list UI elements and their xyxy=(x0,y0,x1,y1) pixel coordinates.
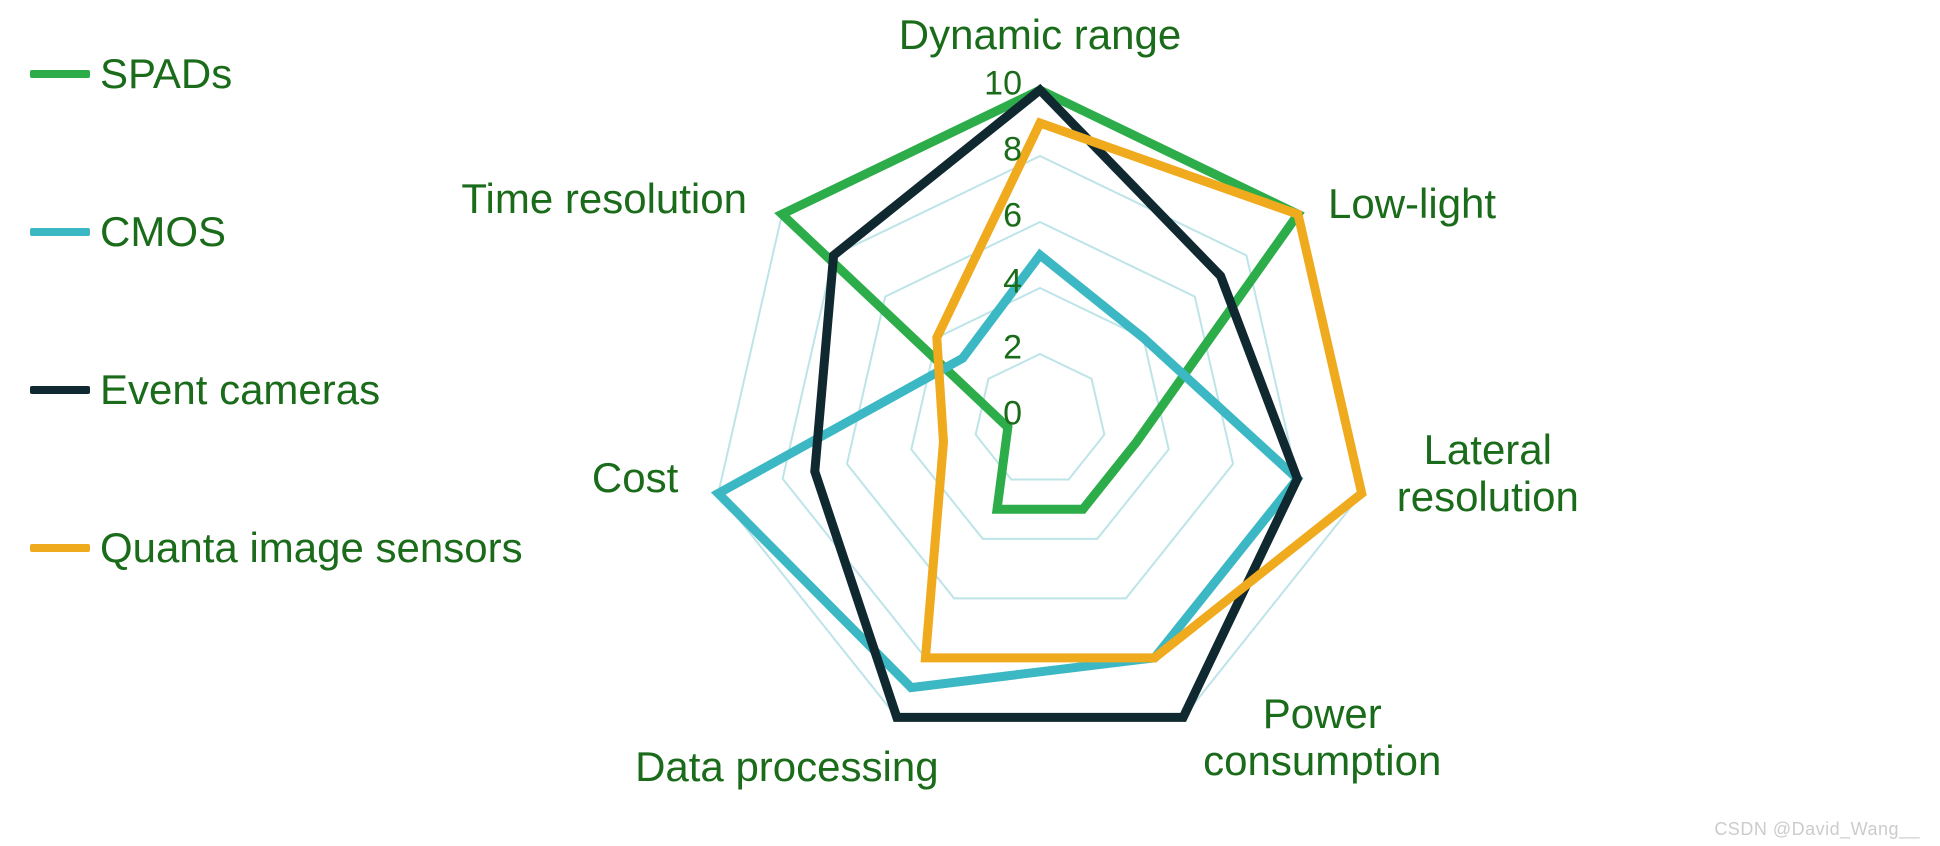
axis-label: Data processing xyxy=(635,744,939,790)
legend-swatch xyxy=(30,544,90,552)
grid-ring-6 xyxy=(847,222,1233,598)
legend-swatch xyxy=(30,70,90,78)
legend-label: Quanta image sensors xyxy=(100,524,523,572)
legend-item: Quanta image sensors xyxy=(30,524,523,572)
axis-label: Lateral resolution xyxy=(1397,427,1579,519)
tick-label: 6 xyxy=(1003,197,1022,236)
legend-label: SPADs xyxy=(100,50,232,98)
legend-label: CMOS xyxy=(100,208,226,256)
tick-label: 8 xyxy=(1003,131,1022,170)
axis-label: Power consumption xyxy=(1203,691,1441,783)
axis-label: Dynamic range xyxy=(899,12,1181,58)
legend-item: Event cameras xyxy=(30,366,523,414)
series-cmos xyxy=(718,255,1297,688)
axis-label: Time resolution xyxy=(461,176,747,222)
radar-chart: Dynamic range Low-light Lateral resolution… xyxy=(560,0,1940,846)
legend-label: Event cameras xyxy=(100,366,380,414)
axis-label: Low-light xyxy=(1328,181,1496,227)
legend-swatch xyxy=(30,228,90,236)
legend: SPADs CMOS Event cameras Quanta image senso… xyxy=(30,50,523,682)
tick-label: 10 xyxy=(984,65,1022,104)
tick-label: 2 xyxy=(1003,329,1022,368)
tick-label: 4 xyxy=(1003,263,1022,302)
series-spads xyxy=(782,90,1298,509)
legend-item: CMOS xyxy=(30,208,523,256)
watermark: CSDN @David_Wang__ xyxy=(1714,819,1920,840)
legend-swatch xyxy=(30,386,90,394)
legend-item: SPADs xyxy=(30,50,523,98)
tick-label: 0 xyxy=(1003,395,1022,434)
axis-label: Cost xyxy=(592,455,678,501)
